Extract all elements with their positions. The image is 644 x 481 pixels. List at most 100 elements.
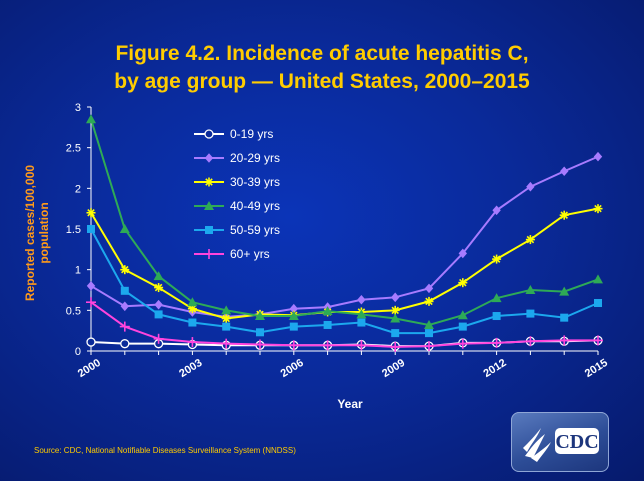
data-point bbox=[153, 271, 164, 281]
legend-marker bbox=[204, 129, 214, 139]
data-point bbox=[221, 313, 231, 323]
data-point bbox=[188, 318, 197, 327]
data-point bbox=[391, 329, 400, 338]
data-point bbox=[256, 328, 264, 337]
data-point bbox=[120, 301, 129, 312]
data-point bbox=[458, 278, 468, 288]
data-point bbox=[119, 224, 130, 233]
series-line bbox=[90, 118, 599, 327]
data-point bbox=[356, 340, 367, 351]
x-tick-label: 2009 bbox=[380, 357, 407, 380]
chart-title-line-2: by age group — United States, 2000–2015 bbox=[114, 70, 530, 93]
data-point bbox=[221, 338, 232, 349]
data-point bbox=[525, 235, 535, 245]
y-axis-label: Reported cases/100,000 population bbox=[23, 164, 51, 302]
data-point bbox=[356, 309, 367, 319]
data-point bbox=[86, 208, 96, 218]
data-point bbox=[221, 305, 232, 315]
legend-marker bbox=[205, 226, 213, 234]
x-tick-label: 2006 bbox=[279, 357, 306, 380]
hhs-eagle-icon: CDC bbox=[523, 428, 599, 462]
chart-title: Figure 4.2. Incidence of acute hepatitis… bbox=[0, 40, 644, 96]
x-axis-label: Year bbox=[337, 397, 363, 411]
series-line bbox=[90, 228, 599, 335]
data-point bbox=[87, 225, 95, 233]
series-line bbox=[90, 207, 599, 320]
series-line bbox=[90, 301, 598, 348]
data-point bbox=[153, 333, 164, 344]
data-point bbox=[288, 340, 299, 351]
data-point bbox=[560, 313, 569, 322]
data-point bbox=[593, 335, 603, 346]
data-point bbox=[187, 304, 197, 314]
data-point bbox=[594, 299, 602, 308]
y-tick-label: 3 bbox=[75, 102, 81, 114]
y-tick-label: 0.5 bbox=[66, 305, 81, 317]
y-tick-label: 1.5 bbox=[66, 224, 81, 236]
y-tick-label: 2 bbox=[75, 183, 81, 195]
data-point bbox=[187, 297, 198, 307]
data-point bbox=[559, 210, 569, 220]
data-point bbox=[560, 166, 569, 177]
legend-label: 30-39 yrs bbox=[230, 175, 280, 189]
data-point bbox=[593, 151, 603, 162]
data-point bbox=[525, 285, 536, 294]
data-point bbox=[492, 205, 501, 216]
data-point bbox=[187, 337, 198, 348]
data-point bbox=[86, 297, 96, 308]
data-point bbox=[154, 310, 163, 319]
x-tick-label: 2003 bbox=[177, 357, 204, 380]
y-tick-label: 0 bbox=[75, 346, 81, 358]
data-point bbox=[86, 337, 96, 347]
data-point bbox=[357, 318, 366, 327]
data-point bbox=[593, 274, 603, 284]
legend-marker bbox=[204, 177, 214, 187]
legend-label: 50-59 yrs bbox=[230, 223, 280, 237]
data-point bbox=[424, 283, 434, 294]
data-point bbox=[458, 322, 467, 331]
data-point bbox=[357, 294, 366, 305]
legend-label: 40-49 yrs bbox=[230, 199, 280, 213]
data-point bbox=[424, 319, 434, 329]
chart-title-line-1: Figure 4.2. Incidence of acute hepatitis… bbox=[115, 42, 529, 65]
y-tick-label: 2.5 bbox=[66, 143, 81, 155]
data-point bbox=[119, 321, 130, 332]
data-point bbox=[593, 204, 603, 214]
data-point bbox=[86, 114, 96, 124]
data-point bbox=[154, 299, 163, 310]
data-point bbox=[391, 292, 400, 303]
data-point bbox=[322, 306, 333, 316]
legend-label: 20-29 yrs bbox=[230, 151, 280, 165]
source-note: Source: CDC, National Notifiable Disease… bbox=[34, 446, 296, 455]
data-point bbox=[86, 281, 96, 291]
data-point bbox=[526, 181, 535, 192]
data-point bbox=[322, 340, 333, 351]
data-point bbox=[526, 309, 535, 318]
legend-marker bbox=[204, 153, 214, 163]
data-point bbox=[559, 335, 570, 346]
data-point bbox=[255, 311, 265, 321]
cdc-logo-text: CDC bbox=[555, 431, 598, 453]
data-point bbox=[492, 254, 502, 264]
x-tick-label: 2012 bbox=[481, 357, 508, 380]
x-tick-label: 2015 bbox=[583, 357, 610, 380]
data-point bbox=[525, 336, 536, 347]
data-point bbox=[491, 337, 502, 348]
legend-label: 0-19 yrs bbox=[230, 127, 273, 141]
cdc-logo: CDC bbox=[511, 412, 609, 472]
data-point bbox=[120, 286, 129, 295]
data-point bbox=[288, 311, 299, 321]
data-point bbox=[222, 322, 231, 331]
data-point bbox=[491, 293, 502, 303]
data-point bbox=[390, 313, 401, 323]
data-point bbox=[424, 341, 434, 352]
x-tick-label: 2000 bbox=[76, 357, 103, 380]
data-point bbox=[424, 296, 434, 306]
data-point bbox=[457, 338, 468, 349]
data-point bbox=[289, 303, 298, 314]
data-point bbox=[289, 322, 298, 331]
data-point bbox=[425, 329, 433, 338]
data-point bbox=[323, 320, 332, 329]
legend-marker bbox=[204, 249, 214, 259]
